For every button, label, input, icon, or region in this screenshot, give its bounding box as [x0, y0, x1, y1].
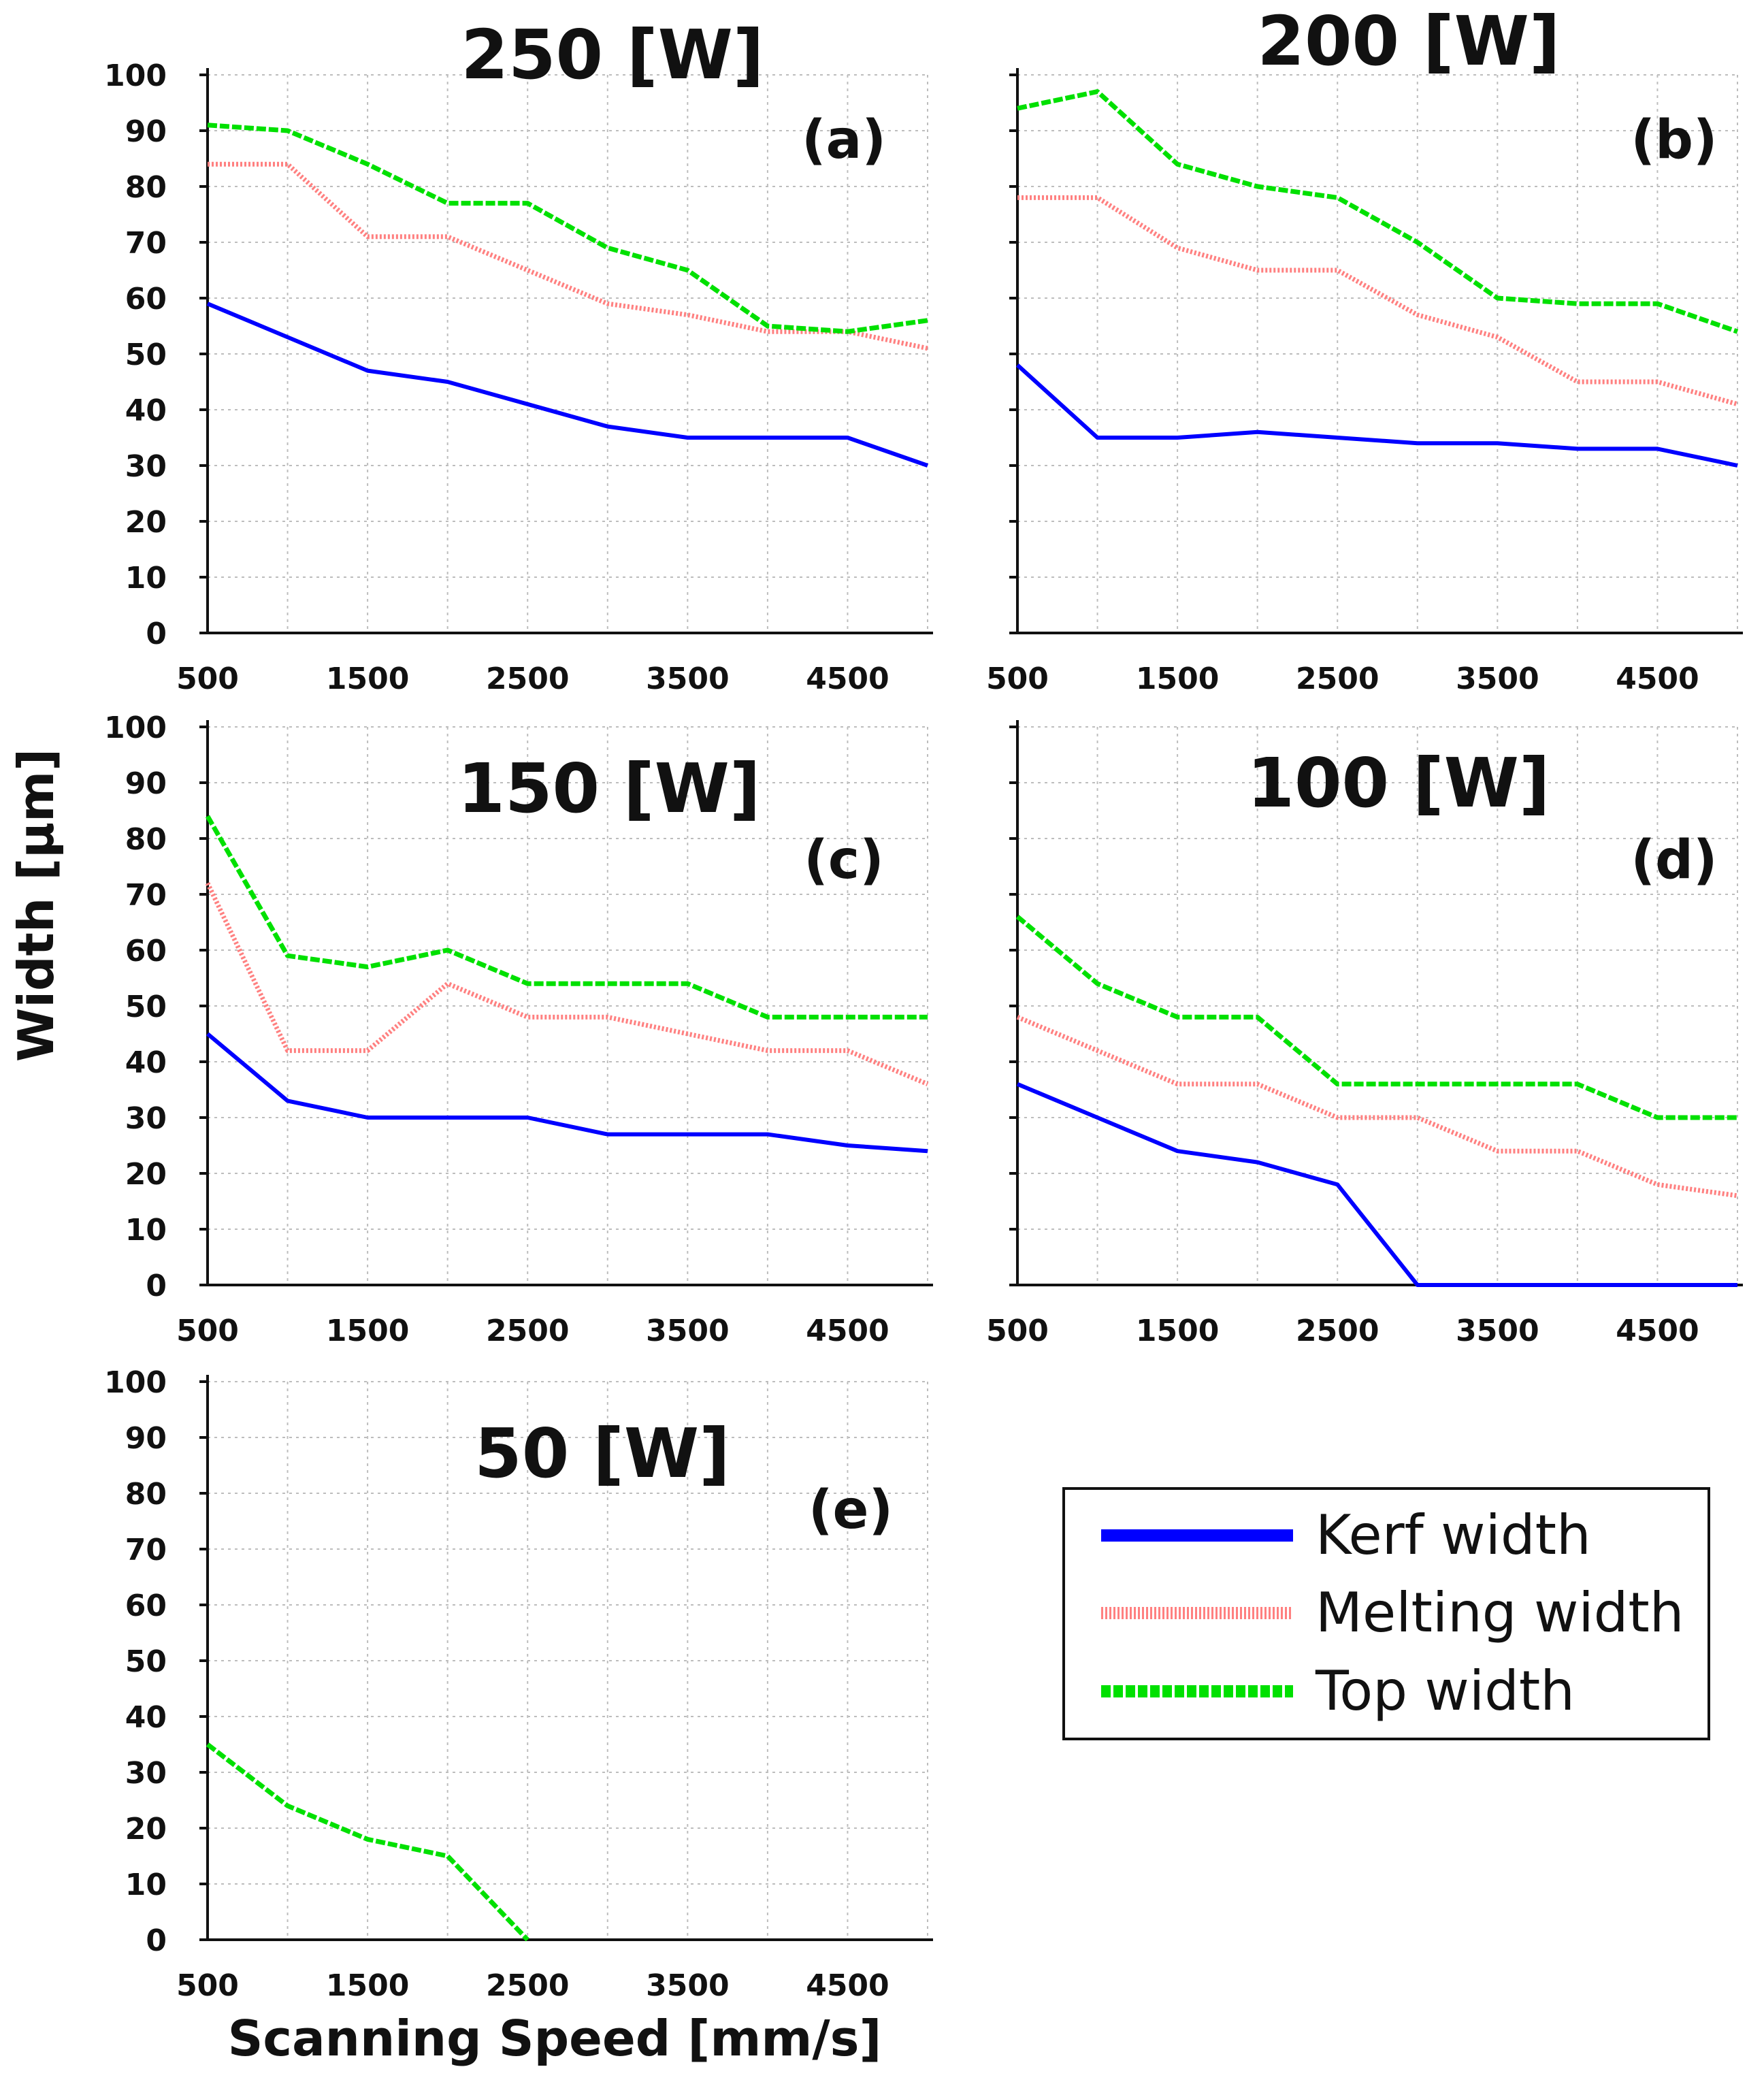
- series-line-top-width: [206, 1742, 529, 1942]
- chart-panel: 0 10 20 30 40 50 60 70 80 90 100 500 1500 2500 3500 450…: [104, 711, 933, 1348]
- series-line-top-width: [1017, 89, 1739, 334]
- x-tick-label: 1500: [326, 1314, 409, 1348]
- y-tick-label: 0: [146, 617, 167, 651]
- legend-kerf-label: Kerf width: [1316, 1503, 1591, 1567]
- x-tick-label: 4500: [1616, 662, 1699, 696]
- x-tick-label: 500: [986, 662, 1049, 696]
- series-line-melting-width: [208, 161, 928, 351]
- x-tick-label: 500: [176, 662, 239, 696]
- y-tick-label: 50: [125, 338, 167, 372]
- y-tick-label: 40: [125, 1700, 167, 1735]
- y-tick-label: 20: [125, 1157, 167, 1192]
- x-tick-label: 3500: [646, 1968, 729, 2003]
- x-tick-label: 1500: [326, 1968, 409, 2003]
- y-tick-label: 20: [125, 505, 167, 540]
- x-tick-label: 4500: [806, 1314, 889, 1348]
- x-tick-label: 3500: [1456, 662, 1539, 696]
- legend: Kerf width Melting width Top width: [1062, 1487, 1710, 1740]
- y-tick-label: 80: [125, 170, 167, 205]
- chart-panel: 0 10 20 30 40 50 60 70 80 90 100 500 1500 2500 3500 450…: [104, 15, 933, 696]
- x-tick-label: 4500: [806, 662, 889, 696]
- series-line-kerf-width: [1015, 363, 1738, 468]
- panel-label: (e): [808, 1480, 893, 1541]
- y-tick-label: 100: [104, 1365, 167, 1400]
- x-tick-label: 2500: [486, 662, 569, 696]
- x-tick-label: 1500: [1136, 1314, 1219, 1348]
- panel-title: 250 [W]: [461, 15, 764, 95]
- chart-panel: 500 1500 2500 3500 4500 100 [W] (d): [986, 720, 1743, 1348]
- x-tick-label: 1500: [326, 662, 409, 696]
- y-tick-label: 60: [125, 934, 167, 969]
- x-tick-label: 2500: [486, 1968, 569, 2003]
- series-line-top-width: [205, 815, 928, 1020]
- y-tick-label: 90: [125, 766, 167, 801]
- y-tick-label: 30: [125, 1101, 167, 1136]
- series-line-top-width: [207, 123, 928, 334]
- y-tick-label: 20: [125, 1812, 167, 1847]
- panel-label: (b): [1631, 110, 1717, 171]
- x-tick-label: 500: [986, 1314, 1049, 1348]
- y-tick-label: 50: [125, 990, 167, 1024]
- y-tick-label: 30: [125, 1756, 167, 1791]
- x-tick-label: 2500: [486, 1314, 569, 1348]
- panel-label: (a): [802, 110, 886, 171]
- series-line-top-width: [1015, 915, 1737, 1120]
- panel-title: 150 [W]: [457, 749, 760, 828]
- series-line-melting-width: [1016, 1015, 1738, 1199]
- y-tick-label: 60: [125, 1589, 167, 1623]
- chart-panel: 0 10 20 30 40 50 60 70 80 90 100 500 1500 2500 3500 450…: [104, 1365, 933, 2003]
- x-tick-label: 500: [176, 1314, 239, 1348]
- x-tick-label: 2500: [1296, 662, 1379, 696]
- y-tick-label: 70: [125, 1533, 167, 1567]
- x-tick-label: 2500: [1296, 1314, 1379, 1348]
- series-line-kerf-width: [206, 1032, 928, 1154]
- series-line-kerf-width: [1016, 1082, 1737, 1287]
- y-tick-label: 80: [125, 822, 167, 857]
- x-tick-label: 1500: [1136, 662, 1219, 696]
- x-tick-label: 3500: [646, 662, 729, 696]
- y-tick-label: 60: [125, 282, 167, 316]
- series-line-melting-width: [205, 882, 929, 1087]
- y-tick-label: 40: [125, 1045, 167, 1080]
- y-tick-label: 0: [146, 1269, 167, 1303]
- y-tick-label: 50: [125, 1644, 167, 1679]
- y-tick-label: 10: [125, 561, 167, 596]
- y-tick-label: 90: [125, 1421, 167, 1456]
- chart-panel: 500 1500 2500 3500 4500 200 [W] (b): [986, 1, 1743, 696]
- x-tick-label: 3500: [646, 1314, 729, 1348]
- x-tick-label: 4500: [806, 1968, 889, 2003]
- y-tick-label: 100: [104, 59, 167, 93]
- y-tick-label: 100: [104, 711, 167, 745]
- y-tick-label: 70: [125, 878, 167, 913]
- panel-label: (c): [804, 830, 884, 891]
- y-tick-label: 30: [125, 449, 167, 484]
- y-tick-label: 0: [146, 1923, 167, 1958]
- y-tick-label: 40: [125, 393, 167, 428]
- x-axis-label: Scanning Speed [mm/s]: [228, 2010, 882, 2067]
- series-line-kerf-width: [206, 302, 928, 468]
- y-axis-label: Width [μm]: [7, 749, 65, 1062]
- y-tick-label: 90: [125, 114, 167, 149]
- series-line-melting-width: [1017, 195, 1738, 407]
- legend-top-label: Top width: [1315, 1659, 1575, 1723]
- x-tick-label: 4500: [1616, 1314, 1699, 1348]
- y-tick-label: 70: [125, 226, 167, 261]
- y-tick-label: 10: [125, 1213, 167, 1248]
- x-tick-label: 3500: [1456, 1314, 1539, 1348]
- y-tick-label: 80: [125, 1477, 167, 1512]
- panel-label: (d): [1631, 830, 1717, 891]
- panel-title: 100 [W]: [1247, 743, 1550, 823]
- y-tick-label: 10: [125, 1868, 167, 1902]
- panel-title: 200 [W]: [1257, 1, 1560, 81]
- x-tick-label: 500: [176, 1968, 239, 2003]
- panel-title: 50 [W]: [474, 1414, 730, 1493]
- legend-melting-label: Melting width: [1316, 1581, 1684, 1644]
